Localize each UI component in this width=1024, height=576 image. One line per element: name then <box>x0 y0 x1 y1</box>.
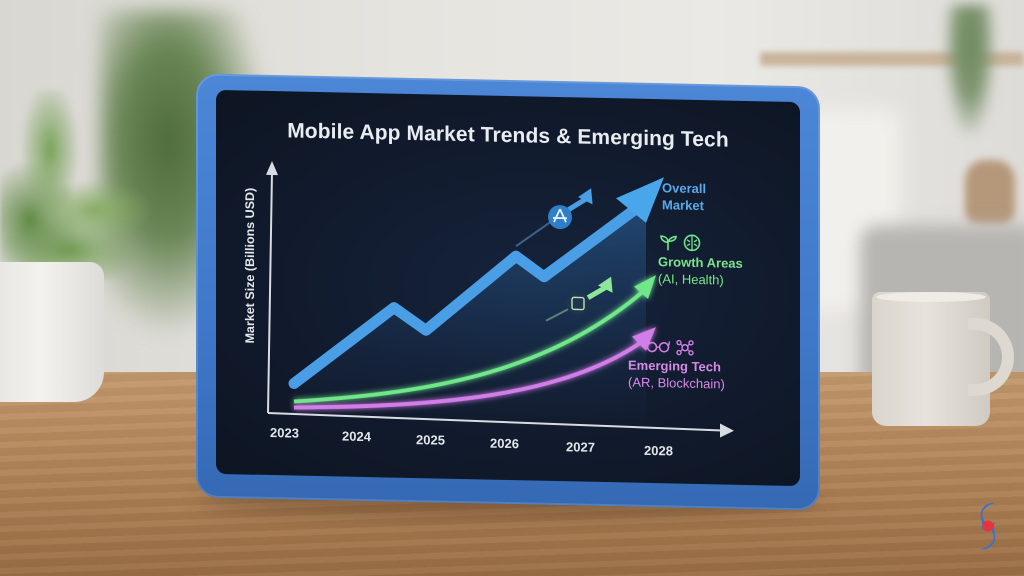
brain-icon <box>683 234 701 252</box>
legend-growth-areas: Growth Areas (AI, Health) <box>658 233 743 289</box>
x-axis <box>267 411 734 438</box>
overall-market-series <box>288 177 664 390</box>
sprout-icon <box>660 235 677 251</box>
hanging-plant <box>945 5 995 135</box>
coffee-mug-rim <box>876 292 986 302</box>
ai-trend-arrow <box>545 276 613 322</box>
legend-emerging-line2: (AR, Blockchain) <box>628 374 725 392</box>
blockchain-network-icon <box>676 339 694 356</box>
brand-logo-icon <box>980 502 996 550</box>
ai-robot-icon <box>567 292 589 315</box>
background-vase <box>965 160 1015 225</box>
growth-areas-series <box>293 275 656 404</box>
white-plant-pot <box>0 262 104 402</box>
x-tick-2027: 2027 <box>566 439 595 455</box>
legend-growth-line1: Growth Areas <box>658 254 743 271</box>
app-store-trend-arrow <box>515 188 593 247</box>
legend-overall-line1: Overall <box>662 180 707 197</box>
tablet-device: Mobile App Market Trends & Emerging Tech… <box>196 73 820 511</box>
chart-plot <box>266 161 734 438</box>
tablet-screen: Mobile App Market Trends & Emerging Tech… <box>216 89 800 487</box>
emerging-tech-series <box>293 327 656 410</box>
potted-plant-leaves <box>0 90 150 280</box>
x-tick-2028: 2028 <box>644 442 673 459</box>
legend-emerging-line1: Emerging Tech <box>628 357 721 375</box>
app-store-icon <box>548 205 572 230</box>
ar-glasses-icon <box>646 340 670 353</box>
x-tick-2025: 2025 <box>416 432 445 448</box>
legend-overall-market: Overall Market <box>662 179 706 214</box>
y-axis <box>266 161 278 414</box>
overall-market-area <box>294 198 646 419</box>
legend-emerging-tech: Emerging Tech (AR, Blockchain) <box>628 339 725 393</box>
legend-growth-line2: (AI, Health) <box>658 271 724 288</box>
x-tick-2024: 2024 <box>342 428 371 445</box>
legend-overall-line2: Market <box>662 197 704 214</box>
x-tick-2023: 2023 <box>270 425 299 441</box>
x-tick-2026: 2026 <box>490 435 519 452</box>
